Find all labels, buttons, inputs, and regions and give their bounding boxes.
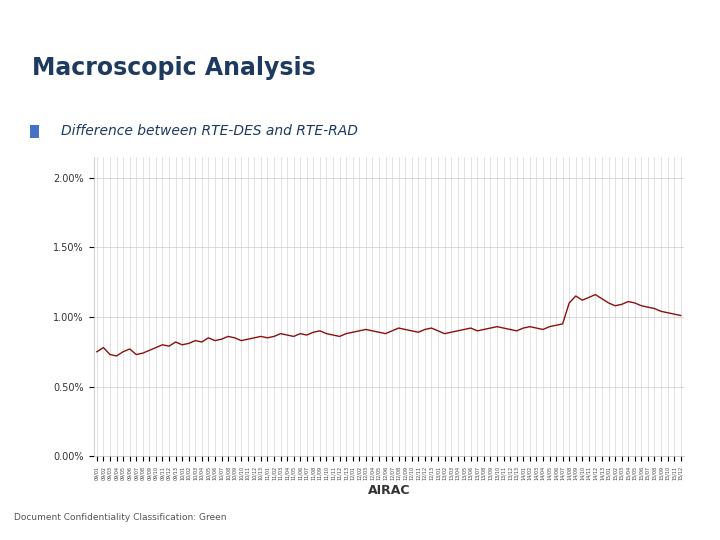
Text: Macroscopic Analysis: Macroscopic Analysis	[32, 56, 316, 79]
X-axis label: AIRAC: AIRAC	[367, 484, 410, 497]
Bar	[30, 125, 39, 138]
Text: Document Confidentiality Classification: Green: Document Confidentiality Classification:…	[14, 512, 227, 522]
Text: Difference between RTE-DES and RTE-RAD: Difference between RTE-DES and RTE-RAD	[61, 124, 358, 138]
